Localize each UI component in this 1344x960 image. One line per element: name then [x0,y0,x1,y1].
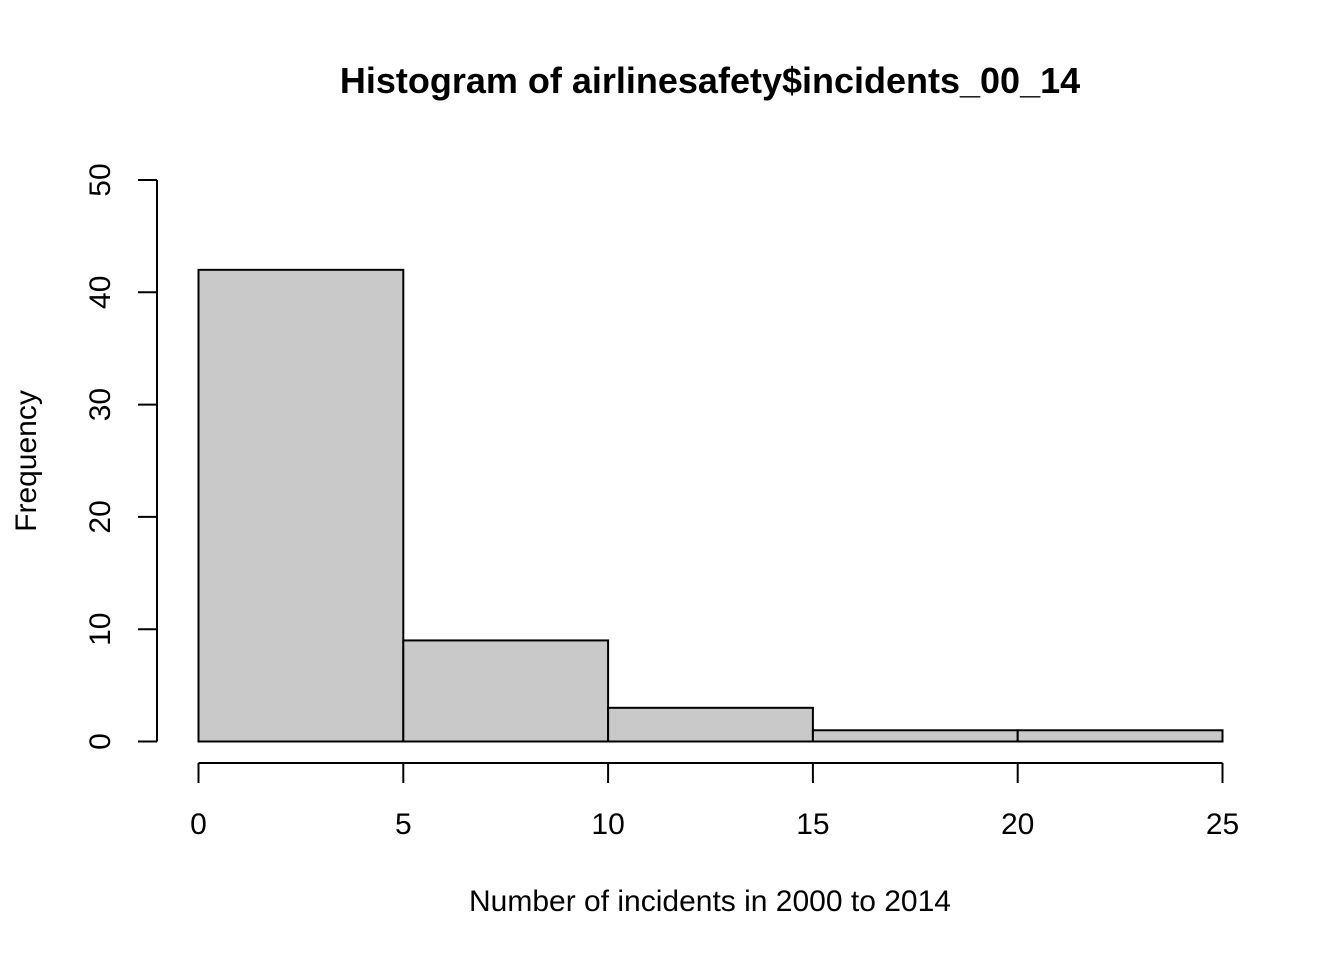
x-tick-label: 25 [1206,808,1239,841]
x-tick-label: 0 [190,808,207,841]
x-tick-label: 5 [395,808,412,841]
histogram-bar-1 [197,268,405,743]
histogram-bar-4 [811,729,1019,743]
histogram-bar-5 [1016,729,1224,743]
y-tick-label: 40 [84,276,117,309]
x-axis-title: Number of incidents in 2000 to 2014 [469,885,951,918]
histogram-bar-2 [402,639,610,743]
y-tick-label: 20 [84,500,117,533]
bars-group [197,268,1224,743]
x-tick-label: 10 [591,808,624,841]
y-tick-label: 30 [84,388,117,421]
chart-title: Histogram of airlinesafety$incidents_00_… [340,60,1080,101]
y-axis-title: Frequency [10,390,43,532]
x-tick-label: 20 [1001,808,1034,841]
x-axis: 0 5 10 15 20 25 [190,763,1239,841]
y-tick-label: 50 [84,163,117,196]
x-tick-label: 15 [796,808,829,841]
y-tick-label: 10 [84,613,117,646]
y-tick-label: 0 [84,733,117,750]
y-axis: 0 10 20 30 40 50 [84,163,157,750]
histogram-bar-3 [607,706,814,743]
